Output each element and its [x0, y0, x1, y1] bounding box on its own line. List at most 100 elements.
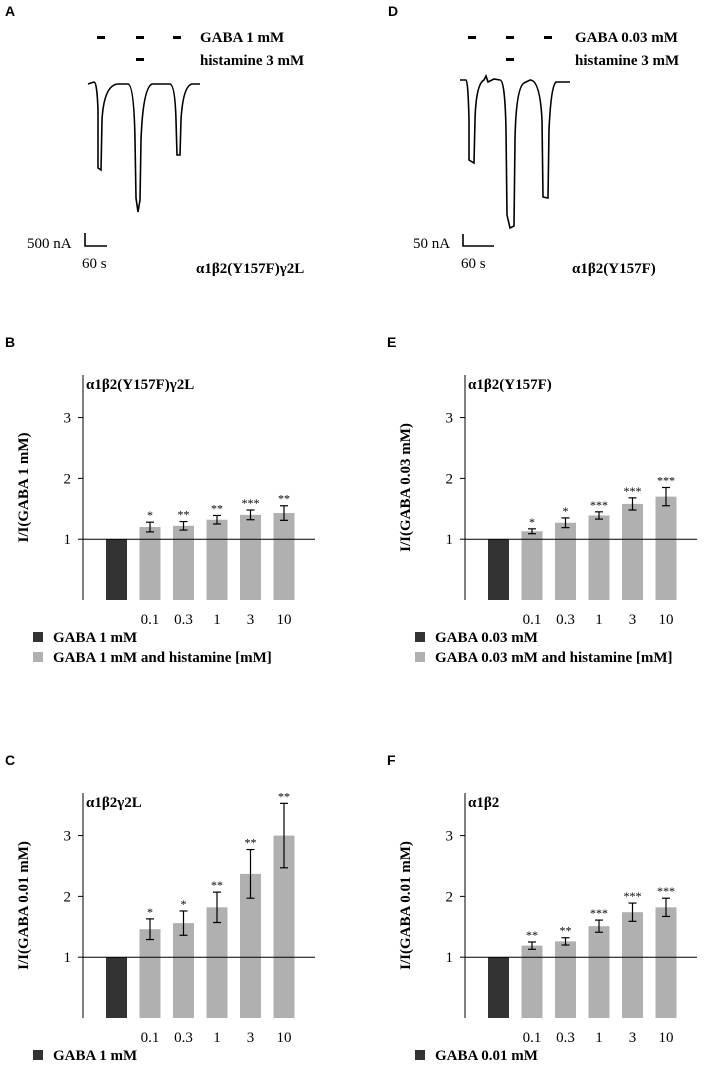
x-tick-label: 0.3	[174, 612, 193, 628]
x-tick-label: 1	[595, 1030, 603, 1046]
y-tick-label: 2	[446, 889, 454, 905]
y-axis-label: I/I(GABA 1 mM)	[16, 433, 32, 543]
histamine-bar	[173, 923, 194, 1018]
x-tick-label: 1	[595, 612, 603, 628]
control-bar	[106, 539, 127, 600]
y-tick-label: 3	[446, 411, 454, 427]
histamine-bar	[139, 527, 161, 600]
y-axis-label: I/I(GABA 0.01 mM)	[16, 841, 32, 970]
significance-label: **	[278, 492, 290, 506]
panel-d: D GABA 0.03 mM histamine 3 mM 50 nA 60 s…	[388, 3, 679, 277]
histamine-bar	[240, 514, 261, 600]
panel-label: F	[387, 752, 396, 768]
x-tick-label: 10	[277, 1030, 292, 1046]
significance-label: ***	[242, 496, 260, 510]
legend-swatch-control	[33, 1050, 43, 1060]
gaba-label: GABA 0.03 mM	[575, 30, 678, 46]
histamine-bar	[655, 496, 677, 600]
significance-label: *	[147, 905, 153, 919]
histamine-bar	[588, 926, 610, 1018]
significance-label: **	[278, 789, 290, 803]
legend-swatch-control	[415, 1050, 425, 1060]
control-bar	[106, 957, 127, 1018]
chart-title: α1β2γ2L	[86, 795, 142, 811]
panel-label: D	[388, 3, 398, 19]
y-tick-label: 1	[446, 950, 454, 966]
panel-label: E	[387, 334, 396, 350]
histamine-bar	[521, 945, 543, 1018]
y-axis-label: I/I(GABA 0.01 mM)	[398, 841, 414, 970]
legend-label: GABA 0.03 mM and histamine [mM]	[435, 650, 673, 666]
significance-label: *	[181, 897, 187, 911]
x-tick-label: 0.3	[556, 612, 575, 628]
x-tick-label: 1	[213, 612, 221, 628]
y-tick-label: 1	[446, 532, 454, 548]
scale-current-label: 50 nA	[413, 236, 450, 252]
histamine-label: histamine 3 mM	[575, 53, 679, 69]
receptor-label: α1β2(Y157F)	[572, 261, 656, 277]
gaba-application-bar	[544, 36, 552, 39]
chart-e: E 1 2 3 I/I(GABA 0.03 mM) α1β2(Y157F) * 0.1 * 0.3…	[387, 334, 697, 666]
significance-label: **	[211, 501, 223, 515]
legend-swatch-histamine	[33, 652, 43, 662]
x-tick-label: 1	[213, 1030, 221, 1046]
chart-title: α1β2(Y157F)	[468, 377, 552, 393]
histamine-bar	[555, 941, 576, 1018]
x-tick-label: 0.1	[141, 1030, 160, 1046]
chart-c: C 1 2 3 I/I(GABA 0.01 mM) α1β2γ2L * 0.1 * 0.3 ** 1 *…	[5, 752, 315, 1064]
legend-label: GABA 1 mM and histamine [mM]	[53, 650, 272, 666]
panel-label: C	[5, 752, 15, 768]
significance-label: ***	[624, 484, 642, 498]
gaba-application-bar	[468, 36, 476, 39]
significance-label: ***	[590, 498, 608, 512]
significance-label: ***	[657, 884, 675, 898]
current-trace	[460, 73, 570, 230]
histamine-bar	[206, 519, 228, 600]
gaba-application-bar	[173, 36, 181, 39]
chart-f: F 1 2 3 I/I(GABA 0.01 mM) α1β2 ** 0.1 ** 0.3 *** 1 *…	[387, 752, 697, 1064]
histamine-bar	[206, 907, 228, 1018]
histamine-bar	[240, 873, 261, 1018]
histamine-bar	[622, 503, 643, 600]
significance-label: ***	[624, 889, 642, 903]
significance-label: *	[563, 504, 569, 518]
y-tick-label: 3	[64, 411, 72, 427]
histamine-label: histamine 3 mM	[200, 53, 304, 69]
x-tick-label: 3	[629, 1030, 637, 1046]
significance-label: **	[526, 928, 538, 942]
gaba-label: GABA 1 mM	[200, 30, 284, 46]
x-tick-label: 0.1	[141, 612, 160, 628]
panel-a: A GABA 1 mM histamine 3 mM 500 nA 60 s α…	[5, 3, 304, 277]
y-axis-label: I/I(GABA 0.03 mM)	[398, 423, 414, 552]
legend-swatch-control	[33, 632, 43, 642]
histamine-bar	[273, 835, 295, 1018]
histamine-bar	[622, 912, 643, 1018]
chart-b: B 1 2 3 I/I(GABA 1 mM) α1β2(Y157F)γ2L * 0.1 ** 0.…	[5, 334, 315, 666]
x-tick-label: 0.1	[523, 1030, 542, 1046]
significance-label: *	[147, 508, 153, 522]
y-tick-label: 2	[64, 471, 72, 487]
histamine-application-bar	[136, 58, 144, 61]
histamine-bar	[521, 531, 543, 600]
x-tick-label: 3	[629, 612, 637, 628]
histamine-application-bar	[506, 58, 514, 61]
x-tick-label: 10	[659, 1030, 674, 1046]
significance-label: **	[245, 836, 257, 850]
x-tick-label: 0.3	[174, 1030, 193, 1046]
significance-label: **	[178, 508, 190, 522]
significance-label: **	[211, 878, 223, 892]
histamine-bar	[588, 515, 610, 600]
y-tick-label: 3	[64, 829, 72, 845]
histamine-bar	[655, 907, 677, 1018]
x-tick-label: 10	[659, 612, 674, 628]
y-tick-label: 2	[64, 889, 72, 905]
x-tick-label: 3	[247, 1030, 255, 1046]
significance-label: ***	[657, 474, 675, 488]
significance-label: *	[529, 515, 535, 529]
x-tick-label: 10	[277, 612, 292, 628]
legend-label: GABA 0.01 mM	[435, 1048, 538, 1064]
histamine-bar	[139, 929, 161, 1018]
y-tick-label: 3	[446, 829, 454, 845]
x-tick-label: 0.3	[556, 1030, 575, 1046]
